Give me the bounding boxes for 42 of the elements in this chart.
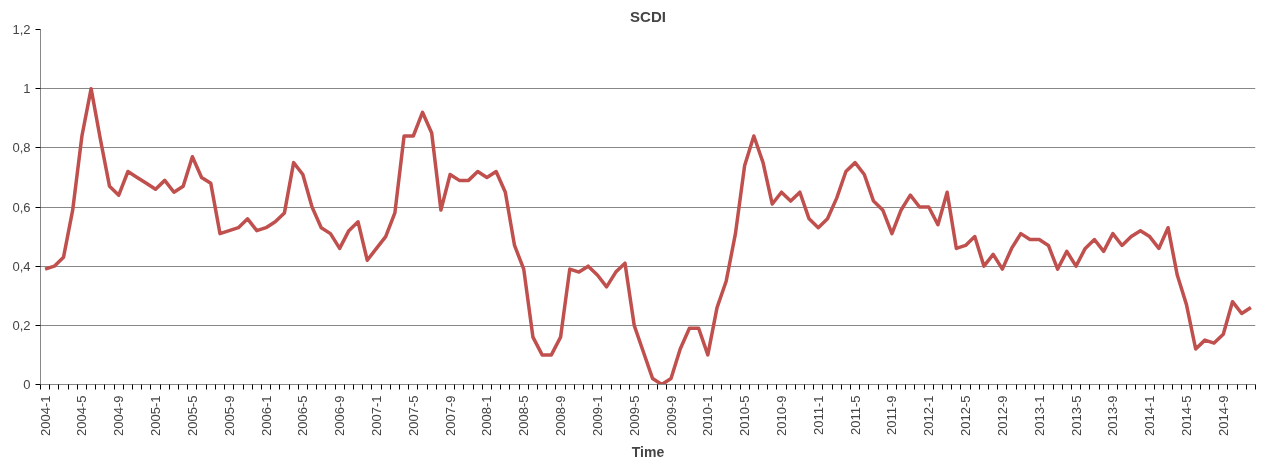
x-tick-label: 2006-1 bbox=[258, 395, 274, 436]
x-tick-label: 2008-5 bbox=[516, 395, 532, 436]
y-tick-label: 0 bbox=[23, 377, 31, 392]
x-axis-title: Time bbox=[631, 443, 665, 460]
y-tick-label: 1 bbox=[23, 81, 31, 97]
y-tick-label: 0,4 bbox=[12, 258, 31, 274]
x-tick-label: 2014-1 bbox=[1142, 395, 1158, 436]
chart-title: SCDI bbox=[630, 7, 666, 25]
x-tick-label: 2012-1 bbox=[921, 395, 937, 436]
x-tick-label: 2011-9 bbox=[884, 395, 900, 436]
x-tick-label: 2009-9 bbox=[663, 395, 679, 436]
x-tick-label: 2006-9 bbox=[332, 395, 348, 436]
x-tick-label: 2007-9 bbox=[442, 395, 458, 436]
y-tick-label: 0,8 bbox=[12, 140, 31, 156]
x-tick-label: 2004-9 bbox=[111, 395, 127, 436]
x-tick-label: 2005-5 bbox=[184, 395, 200, 436]
x-tick-label: 2013-9 bbox=[1105, 395, 1121, 436]
y-tick-label: 0,2 bbox=[12, 317, 31, 333]
x-tick-label: 2004-1 bbox=[37, 395, 53, 436]
x-tick-label: 2010-5 bbox=[737, 395, 753, 436]
x-tick-label: 2013-1 bbox=[1031, 395, 1047, 436]
x-tick-label: 2005-9 bbox=[221, 395, 237, 436]
x-tick-label: 2008-1 bbox=[479, 395, 495, 436]
x-tick-label: 2010-1 bbox=[700, 395, 716, 436]
x-tick-label: 2008-9 bbox=[553, 395, 569, 436]
x-tick-label: 2011-5 bbox=[847, 395, 863, 436]
x-tick-label: 2014-5 bbox=[1178, 395, 1194, 436]
x-tick-label: 2009-5 bbox=[626, 395, 642, 436]
x-tick-label: 2005-1 bbox=[148, 395, 164, 436]
x-tick-label: 2009-1 bbox=[589, 395, 605, 436]
x-tick-label: 2006-5 bbox=[295, 395, 311, 436]
x-tick-label: 2012-9 bbox=[994, 395, 1010, 436]
y-tick-label: 1,2 bbox=[12, 22, 31, 37]
x-tick-label: 2007-5 bbox=[405, 395, 421, 436]
x-tick-label: 2012-5 bbox=[958, 395, 974, 436]
x-tick-label: 2010-9 bbox=[773, 395, 789, 436]
x-tick-label: 2011-1 bbox=[810, 395, 826, 436]
x-tick-label: 2004-5 bbox=[74, 395, 90, 436]
x-tick-label: 2007-1 bbox=[368, 395, 384, 436]
x-tick-label: 2013-5 bbox=[1068, 395, 1084, 436]
y-tick-label: 0,6 bbox=[12, 199, 31, 215]
x-tick-label: 2014-9 bbox=[1215, 395, 1231, 436]
